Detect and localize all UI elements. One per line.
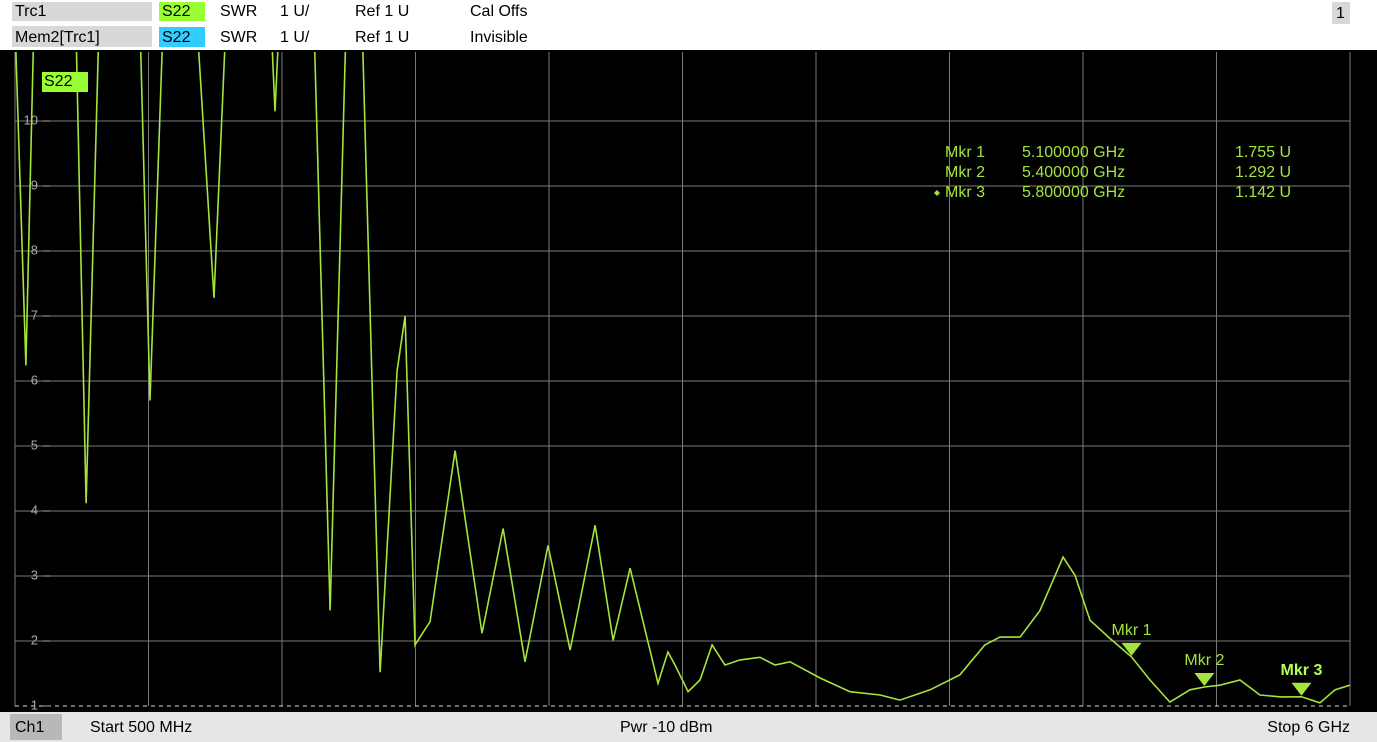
readout-value: 1.142 U bbox=[1235, 184, 1291, 201]
readout-name: Mkr 3 bbox=[945, 184, 985, 201]
param: S22 bbox=[162, 29, 191, 46]
y-tick-label: 6 bbox=[31, 372, 38, 387]
marker-label: Mkr 1 bbox=[1112, 622, 1152, 639]
y-tick-label: 5 bbox=[31, 437, 38, 452]
plot-area bbox=[15, 52, 1350, 704]
status: Invisible bbox=[470, 29, 528, 46]
y-tick-label: 4 bbox=[31, 502, 38, 517]
channel: Ch1 bbox=[15, 719, 44, 736]
trace-label: S22 bbox=[44, 73, 73, 90]
trace-box bbox=[12, 2, 152, 21]
start: Start 500 MHz bbox=[90, 719, 192, 736]
trace-box bbox=[12, 26, 152, 47]
readout-freq: 5.400000 GHz bbox=[1022, 164, 1125, 181]
window-number: 1 bbox=[1336, 5, 1345, 22]
channel-box bbox=[10, 714, 62, 740]
marker-label: Mkr 3 bbox=[1281, 662, 1323, 679]
y-tick-label: 2 bbox=[31, 632, 38, 647]
format: SWR bbox=[220, 29, 257, 46]
active-indicator bbox=[934, 190, 940, 196]
trace-name: Mem2[Trc1] bbox=[15, 29, 100, 46]
marker-label: Mkr 2 bbox=[1184, 652, 1224, 669]
marker-triangle bbox=[1194, 673, 1215, 687]
y-tick-label: 1 bbox=[31, 697, 38, 712]
trace-badge bbox=[42, 72, 88, 92]
format: SWR bbox=[220, 3, 257, 20]
ref: Ref 1 U bbox=[355, 3, 409, 20]
readout-value: 1.292 U bbox=[1235, 164, 1291, 181]
readout-freq: 5.800000 GHz bbox=[1022, 184, 1125, 201]
marker-triangle bbox=[1121, 642, 1142, 656]
y-tick-label: 3 bbox=[31, 567, 38, 582]
readout-name: Mkr 2 bbox=[945, 164, 985, 181]
marker-triangle bbox=[1291, 682, 1312, 696]
scale: 1 U/ bbox=[280, 3, 310, 20]
status: Cal Offs bbox=[470, 3, 528, 20]
readout-name: Mkr 1 bbox=[945, 144, 985, 161]
trace-name: Trc1 bbox=[15, 3, 47, 20]
readout-value: 1.755 U bbox=[1235, 144, 1291, 161]
param: S22 bbox=[162, 3, 191, 20]
readout-freq: 5.100000 GHz bbox=[1022, 144, 1125, 161]
footer-bar bbox=[0, 712, 1377, 742]
y-tick-label: 9 bbox=[31, 177, 38, 192]
param-badge bbox=[159, 27, 205, 47]
ref: Ref 1 U bbox=[355, 29, 409, 46]
y-tick-label: 8 bbox=[31, 242, 38, 257]
trace bbox=[15, 52, 1350, 704]
scale: 1 U/ bbox=[280, 29, 310, 46]
stop: Stop 6 GHz bbox=[1267, 719, 1350, 736]
y-tick-label: 7 bbox=[31, 307, 38, 322]
header-bar bbox=[0, 0, 1377, 50]
param-badge bbox=[159, 2, 205, 21]
power: Pwr -10 dBm bbox=[620, 719, 712, 736]
window-box bbox=[1332, 2, 1350, 24]
y-tick-label: 10 bbox=[24, 112, 38, 127]
